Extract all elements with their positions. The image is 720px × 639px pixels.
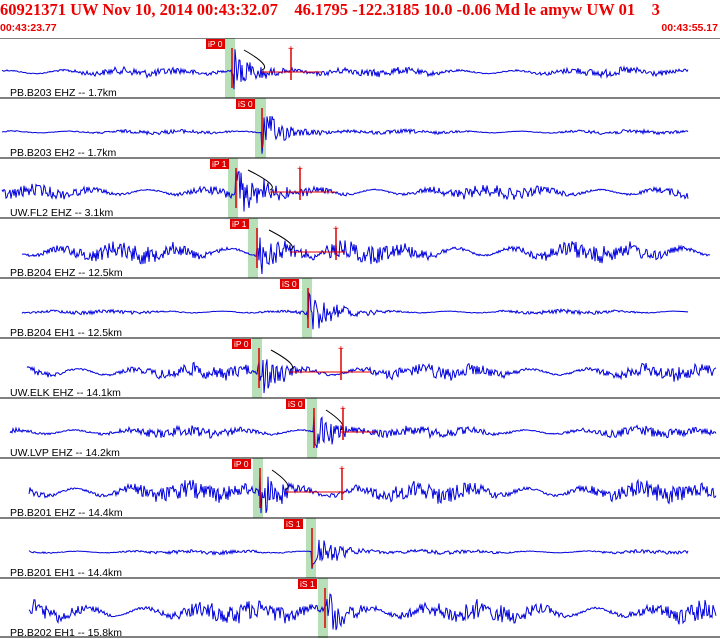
coda-plus-mark: + xyxy=(338,344,344,355)
waveform-trace xyxy=(21,291,689,330)
phase-pick-label[interactable]: iP 0 xyxy=(206,39,225,49)
coda-curve xyxy=(271,469,289,491)
pick-window-band xyxy=(307,398,317,458)
trace-label: PB.B201 EHZ -- 14.4km xyxy=(10,507,123,519)
phase-pick-label[interactable]: iP 1 xyxy=(230,219,249,229)
phase-pick-label[interactable]: iS 0 xyxy=(280,279,299,289)
trace-label: UW.FL2 EHZ -- 3.1km xyxy=(10,207,114,219)
trace-label: PB.B204 EH1 -- 12.5km xyxy=(10,327,123,339)
trace-label: PB.B203 EH2 -- 1.7km xyxy=(10,147,117,159)
trace-label: UW.LVP EHZ -- 14.2km xyxy=(10,447,120,459)
coda-plus-mark: + xyxy=(333,224,339,235)
phase-pick-label[interactable]: iS 0 xyxy=(236,99,255,109)
pick-window-band xyxy=(228,158,238,218)
end-time: 00:43:55.17 xyxy=(661,22,718,34)
coda-plus-mark: + xyxy=(340,404,346,415)
coda-curve xyxy=(270,349,294,371)
coda-curve xyxy=(243,49,266,71)
waveform-trace xyxy=(1,49,689,90)
waveform-trace xyxy=(28,474,717,514)
trace-label: UW.ELK EHZ -- 14.1km xyxy=(10,387,121,399)
pick-window-band xyxy=(225,38,235,98)
trace-label: PB.B202 EH1 -- 15.8km xyxy=(10,627,123,639)
event-title: 60921371 UW Nov 10, 2014 00:43:32.07 46.… xyxy=(0,0,660,19)
phase-pick-label[interactable]: iP 0 xyxy=(232,459,251,469)
waveform-trace xyxy=(9,414,717,449)
pick-window-band xyxy=(252,338,262,398)
coda-plus-mark: + xyxy=(297,164,303,175)
trace-label: PB.B204 EHZ -- 12.5km xyxy=(10,267,123,279)
phase-pick-label[interactable]: iS 0 xyxy=(286,399,305,409)
waveform-trace xyxy=(1,115,689,154)
seismogram-plot: + + + + + + xyxy=(0,38,720,638)
trace-label: PB.B201 EH1 -- 14.4km xyxy=(10,567,123,579)
event-header: 60921371 UW Nov 10, 2014 00:43:32.07 46.… xyxy=(0,0,720,38)
coda-plus-mark: + xyxy=(288,44,294,55)
start-time: 00:43:23.77 xyxy=(0,22,57,34)
waveform-trace xyxy=(28,593,717,631)
pick-window-band xyxy=(306,518,316,578)
pick-window-band xyxy=(253,458,263,518)
waveform-trace xyxy=(21,237,711,275)
seismogram-panel[interactable]: + + + + + + PB.B203 EHZ -- 1.7km iP 0 PB.B203 E… xyxy=(0,38,720,639)
phase-pick-label[interactable]: iS 1 xyxy=(284,519,303,529)
coda-plus-mark: + xyxy=(339,464,345,475)
pick-window-band xyxy=(255,98,266,158)
waveform-trace xyxy=(1,169,689,212)
pick-window-band xyxy=(248,218,258,278)
phase-pick-label[interactable]: iS 1 xyxy=(298,579,317,589)
phase-pick-label[interactable]: iP 1 xyxy=(210,159,229,169)
waveform-trace xyxy=(26,359,717,394)
coda-curve xyxy=(325,409,344,431)
coda-curve xyxy=(268,229,293,251)
phase-pick-label[interactable]: iP 0 xyxy=(232,339,251,349)
pick-window-band xyxy=(318,578,328,638)
coda-curve xyxy=(247,169,273,191)
trace-label: PB.B203 EHZ -- 1.7km xyxy=(10,87,117,99)
waveform-trace xyxy=(28,539,689,569)
pick-window-band xyxy=(302,278,312,338)
